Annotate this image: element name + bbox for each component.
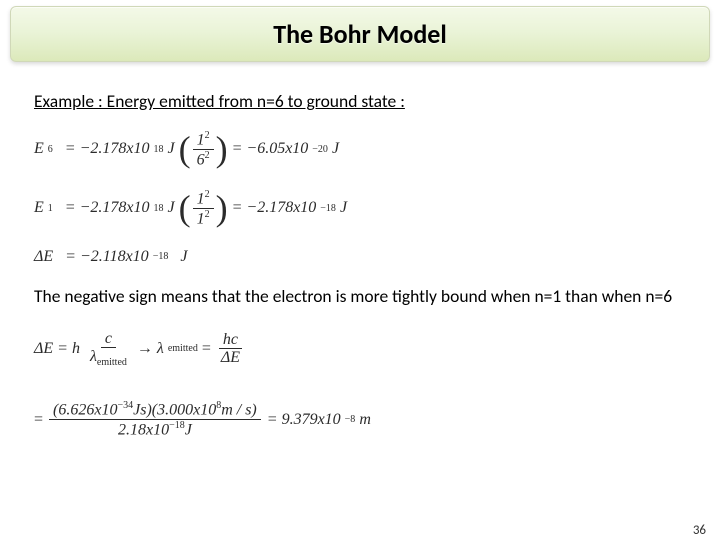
equation-lambda-numeric: = (6.626x10−34Js)(3.000x108m / s) 2.18x1… bbox=[34, 400, 686, 439]
equation-e1: E1 = −2.178x1018 J ( 12 12 ) = −2.178x10… bbox=[34, 189, 686, 228]
equation-lambda-relation: ΔE = h c λemitted → λemitted = hc ΔE bbox=[34, 330, 686, 369]
equation-e6: E6 = −2.178x1018 J ( 12 62 ) = −6.05x10−… bbox=[34, 130, 686, 169]
equation-delta-e: ΔE = −2.118x10−18 J bbox=[34, 248, 686, 266]
page-number: 36 bbox=[693, 523, 706, 538]
content-area: Example : Energy emitted from n=6 to gro… bbox=[0, 62, 720, 459]
example-heading: Example : Energy emitted from n=6 to gro… bbox=[34, 90, 686, 112]
title-bar: The Bohr Model bbox=[10, 6, 710, 62]
explanation-text: The negative sign means that the electro… bbox=[34, 286, 686, 308]
page-title: The Bohr Model bbox=[273, 18, 447, 50]
